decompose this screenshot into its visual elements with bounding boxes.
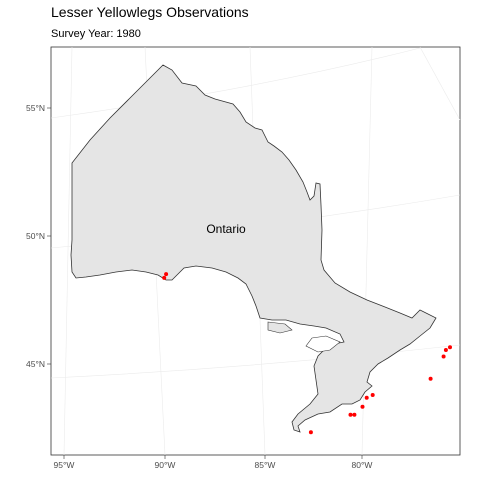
ontario-polygon — [70, 64, 437, 433]
x-tick-label: 80°W — [352, 460, 373, 470]
observation-point — [441, 354, 446, 359]
georgian-bay-island — [267, 321, 293, 334]
observation-point — [164, 272, 169, 277]
observation-point — [162, 275, 167, 280]
y-tick-label: 45°N — [26, 359, 45, 369]
region-label: Ontario — [206, 222, 246, 236]
graticule-75w — [419, 46, 461, 121]
y-tick-label: 55°N — [26, 103, 45, 113]
observation-point — [428, 376, 433, 381]
graticule-95w — [63, 46, 73, 456]
observation-point — [360, 404, 365, 409]
observation-points — [162, 272, 452, 435]
observation-point — [348, 412, 353, 417]
observation-point — [308, 430, 313, 435]
x-axis: 95°W 90°W 85°W 80°W — [54, 455, 373, 470]
observation-point — [448, 345, 452, 350]
map-title: Lesser Yellowlegs Observations — [51, 4, 249, 20]
x-tick-label: 90°W — [155, 460, 176, 470]
y-axis: 55°N 50°N 45°N — [26, 103, 51, 369]
y-tick-label: 50°N — [26, 231, 45, 241]
x-tick-label: 95°W — [54, 460, 75, 470]
observation-point — [352, 412, 357, 417]
x-tick-label: 85°W — [255, 460, 276, 470]
map-subtitle: Survey Year: 1980 — [51, 28, 141, 40]
observation-point — [443, 348, 448, 352]
observation-point — [364, 395, 369, 400]
lake-nipissing — [305, 335, 341, 353]
graticule-55n — [50, 47, 421, 119]
observation-point — [370, 393, 375, 397]
graticule-45n — [50, 344, 461, 379]
